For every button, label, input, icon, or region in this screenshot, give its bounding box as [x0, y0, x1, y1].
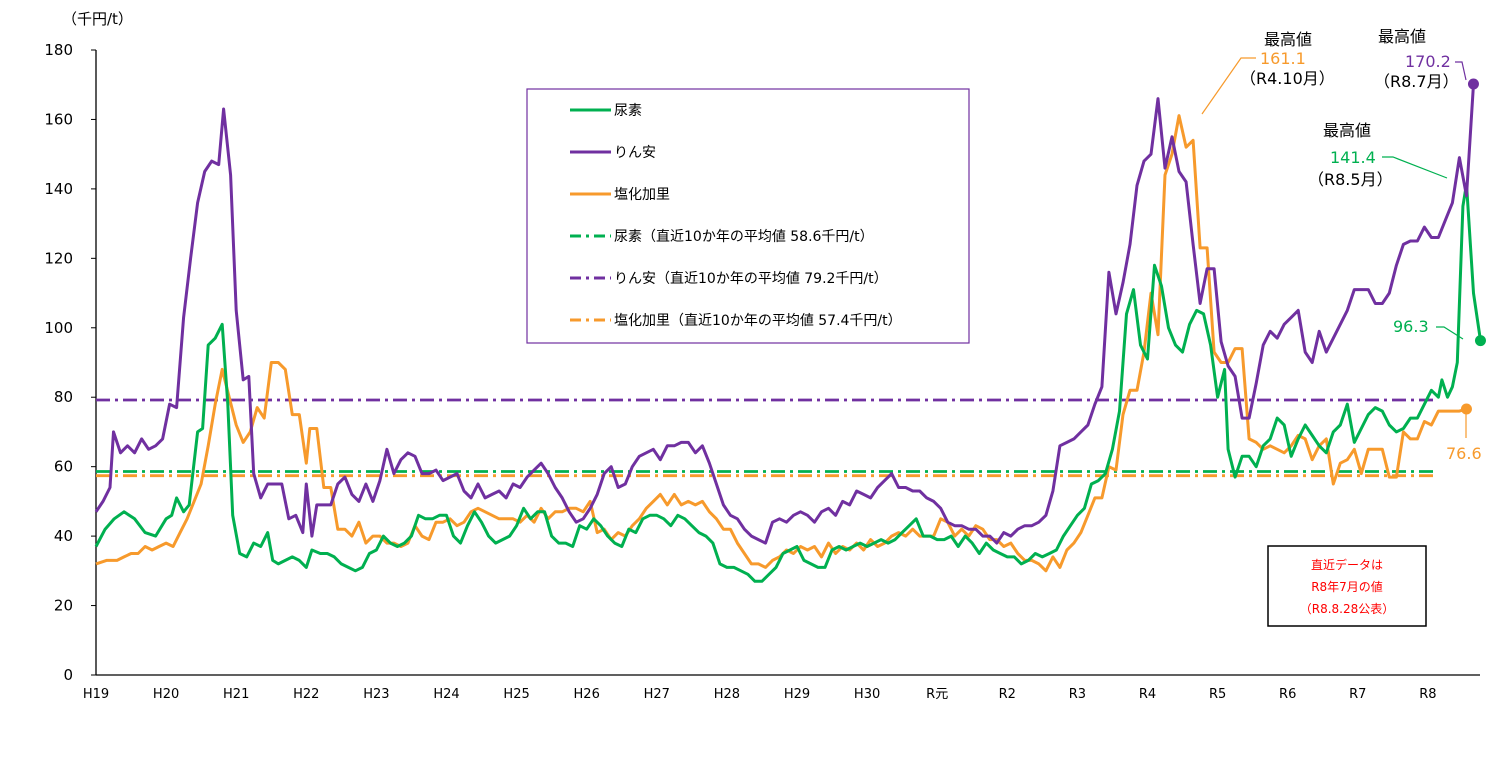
urea-peak-value: 141.4	[1330, 148, 1376, 167]
x-tick-label: R8	[1419, 687, 1436, 702]
legend-box	[526, 88, 970, 344]
potash-peak-leader	[1201, 57, 1256, 115]
y-axis: 0 20 40 60 80 100 120 140 160 180	[44, 41, 97, 684]
x-tick-label: H24	[433, 687, 459, 702]
urea-peak-leader	[1382, 156, 1448, 179]
urea-peak-title: 最高値	[1323, 121, 1371, 140]
y-tick-label: 80	[54, 388, 73, 406]
annotation-urea-peak: 最高値 141.4 （R8.5月）	[1308, 121, 1448, 189]
legend-label: 尿素	[614, 103, 642, 119]
note-line-3: （R8.8.28公表）	[1300, 602, 1395, 616]
urea-peak-period: （R8.5月）	[1308, 170, 1393, 189]
legend-label: りん安	[614, 145, 656, 161]
legend-label: りん安（直近10か年の平均値 79.2千円/t）	[614, 270, 888, 287]
x-tick-label: H28	[714, 687, 740, 702]
y-tick-label: 180	[44, 41, 73, 59]
x-tick-label: H27	[644, 687, 670, 702]
x-tick-label: R元	[926, 687, 948, 702]
x-tick-label: H21	[223, 687, 249, 702]
annotation-dap-peak: 最高値 170.2 （R8.7月）	[1374, 27, 1467, 91]
x-tick-label: H30	[854, 687, 880, 702]
x-tick-label: R3	[1069, 687, 1086, 702]
urea-last-point	[1474, 335, 1486, 347]
potash-peak-period: （R4.10月）	[1240, 69, 1335, 88]
series-lines	[94, 78, 1486, 583]
x-tick-label: R4	[1139, 687, 1156, 702]
legend-label: 尿素（直近10か年の平均値 58.6千円/t）	[614, 228, 874, 245]
x-tick-label: H22	[293, 687, 319, 702]
potash-peak-title: 最高値	[1264, 30, 1312, 49]
x-tick-label: R6	[1279, 687, 1296, 702]
y-tick-label: 60	[54, 458, 73, 476]
potash-last-value: 76.6	[1446, 444, 1482, 463]
dap-series-line	[94, 83, 1475, 545]
x-tick-label: H29	[784, 687, 810, 702]
y-unit-label: （千円/t）	[62, 10, 133, 28]
legend-label: 塩化加里（直近10か年の平均値 57.4千円/t）	[614, 312, 902, 329]
x-tick-label: R5	[1209, 687, 1226, 702]
annotation-potash-peak: 最高値 161.1 （R4.10月）	[1201, 30, 1335, 115]
x-axis: H19 H20 H21 H22 H23 H24 H25 H26 H27 H28 H29 H30 R元 R2…	[83, 674, 1480, 702]
legend-label: 塩化加里	[614, 187, 670, 203]
dap-peak-title: 最高値	[1378, 27, 1426, 46]
x-tick-label: H20	[153, 687, 179, 702]
y-tick-label: 100	[44, 319, 73, 337]
y-tick-label: 40	[54, 527, 73, 545]
x-tick-label: H25	[503, 687, 529, 702]
x-tick-label: H26	[574, 687, 600, 702]
urea-series-line	[94, 182, 1482, 583]
x-tick-label: H23	[363, 687, 389, 702]
note-line-1: 直近データは	[1311, 557, 1383, 572]
average-lines	[96, 398, 1438, 478]
x-tick-label: H19	[83, 687, 109, 702]
y-tick-label: 140	[44, 180, 73, 198]
y-tick-label: 0	[63, 666, 73, 684]
urea-last-value: 96.3	[1393, 317, 1429, 336]
dap-peak-value: 170.2	[1405, 52, 1451, 71]
dap-peak-period: （R8.7月）	[1374, 72, 1459, 91]
y-tick-label: 160	[44, 110, 73, 128]
dap-peak-leader	[1455, 61, 1467, 81]
dap-last-point	[1467, 78, 1479, 90]
urea-last-leader	[1436, 326, 1464, 340]
potash-peak-value: 161.1	[1260, 49, 1306, 68]
data-note: 直近データは R8年7月の値 （R8.8.28公表）	[1267, 545, 1427, 627]
potash-last-point	[1460, 403, 1472, 415]
x-tick-label: R7	[1349, 687, 1366, 702]
note-box	[1267, 545, 1427, 627]
y-tick-label: 120	[44, 249, 73, 267]
y-tick-label: 20	[54, 597, 73, 615]
x-tick-label: R2	[999, 687, 1016, 702]
note-line-2: R8年7月の値	[1311, 579, 1383, 594]
